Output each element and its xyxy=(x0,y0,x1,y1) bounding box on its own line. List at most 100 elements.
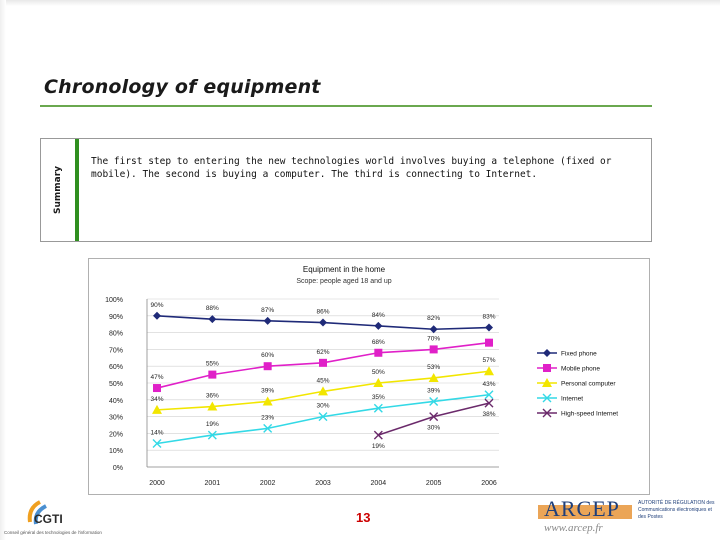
left-rule xyxy=(0,0,6,540)
chart-frame: Equipment in the home Scope: people aged … xyxy=(88,258,650,495)
data-point-diamond xyxy=(543,349,551,357)
cgti-wordmark: CGTI xyxy=(34,512,63,526)
title-underline xyxy=(40,105,652,107)
data-label: 70% xyxy=(427,335,440,342)
y-tick-label: 20% xyxy=(109,431,123,438)
arcep-logo: ARCEP www.arcep.fr AUTORITÉ DE RÉGULATIO… xyxy=(538,496,720,540)
data-label: 86% xyxy=(316,309,329,316)
arcep-orange-band xyxy=(538,505,632,519)
data-point-diamond xyxy=(263,316,272,325)
arcep-wordmark: ARCEP xyxy=(544,496,620,521)
data-label: 30% xyxy=(316,403,329,410)
data-label: 68% xyxy=(372,339,385,346)
y-tick-label: 30% xyxy=(109,415,123,422)
equipment-chart: Equipment in the home Scope: people aged … xyxy=(105,265,618,487)
data-label: 47% xyxy=(150,374,163,381)
y-tick-label: 90% xyxy=(109,314,123,321)
y-tick-label: 70% xyxy=(109,347,123,354)
y-tick-label: 10% xyxy=(109,448,123,455)
data-point-x xyxy=(542,408,552,418)
data-point-square xyxy=(263,362,272,371)
data-label: 50% xyxy=(372,369,385,376)
data-label: 53% xyxy=(427,364,440,371)
data-label: 35% xyxy=(372,394,385,401)
data-label: 43% xyxy=(482,381,495,388)
data-point-triangle xyxy=(152,404,162,414)
data-point-square xyxy=(153,384,161,393)
data-label: 45% xyxy=(316,377,329,384)
summary-tab: Summary xyxy=(41,139,79,241)
data-point-triangle xyxy=(373,378,384,387)
data-point-x xyxy=(318,412,328,422)
data-point-x xyxy=(373,403,383,413)
data-point-triangle xyxy=(542,378,552,387)
legend-label: High-speed Internet xyxy=(561,411,618,418)
cgti-tagline: Conseil général des technologies de l'in… xyxy=(4,530,102,535)
legend-label: Mobile phone xyxy=(561,366,600,373)
data-point-x xyxy=(429,396,439,406)
x-tick-label: 2003 xyxy=(315,480,331,487)
data-point-square xyxy=(319,358,327,367)
data-point-diamond xyxy=(153,311,161,320)
y-tick-label: 50% xyxy=(109,381,123,388)
data-label: 88% xyxy=(206,305,219,312)
page-number: 13 xyxy=(356,510,371,525)
top-rule xyxy=(0,0,720,6)
arcep-url: www.arcep.fr xyxy=(544,522,603,534)
data-label: 34% xyxy=(150,396,163,403)
data-label: 14% xyxy=(150,429,163,436)
data-point-triangle xyxy=(262,396,273,406)
data-point-triangle xyxy=(428,372,439,382)
x-tick-label: 2000 xyxy=(149,480,165,487)
page-title: Chronology of equipment xyxy=(44,76,321,98)
arcep-side-text: AUTORITÉ DE RÉGULATION des Communication… xyxy=(638,500,715,520)
summary-box: Summary The first step to entering the n… xyxy=(40,138,652,242)
legend-label: Fixed phone xyxy=(561,351,597,358)
data-point-square xyxy=(485,338,493,347)
data-point-x xyxy=(542,393,552,403)
data-label: 19% xyxy=(372,443,385,450)
data-point-square xyxy=(374,348,383,357)
data-point-diamond xyxy=(208,315,217,324)
data-point-x xyxy=(484,398,494,408)
data-point-square xyxy=(208,370,217,379)
x-tick-label: 2001 xyxy=(205,480,221,487)
data-point-diamond xyxy=(485,323,493,332)
data-point-x xyxy=(207,430,217,440)
data-label: 87% xyxy=(261,307,274,314)
data-label: 19% xyxy=(206,421,219,428)
data-point-x xyxy=(429,412,439,422)
data-label: 55% xyxy=(206,361,219,368)
data-label: 82% xyxy=(427,315,440,322)
x-tick-label: 2005 xyxy=(426,480,442,487)
data-label: 57% xyxy=(482,357,495,364)
data-point-diamond xyxy=(429,325,438,334)
x-tick-label: 2004 xyxy=(371,480,387,487)
y-tick-label: 40% xyxy=(109,398,123,405)
cgti-emblem-icon xyxy=(27,500,47,525)
data-point-x xyxy=(373,430,383,440)
data-label: 84% xyxy=(372,312,385,319)
data-label: 39% xyxy=(427,387,440,394)
x-tick-label: 2002 xyxy=(260,480,276,487)
y-tick-label: 60% xyxy=(109,364,123,371)
data-point-square xyxy=(543,364,551,372)
cgti-logo: CGTI Conseil général des technologies de… xyxy=(4,498,114,540)
data-label: 62% xyxy=(316,349,329,356)
data-point-x xyxy=(484,390,494,400)
data-point-x xyxy=(263,423,273,433)
data-label: 36% xyxy=(206,393,219,400)
data-point-x xyxy=(152,438,162,448)
data-label: 38% xyxy=(482,411,495,418)
data-label: 60% xyxy=(261,352,274,359)
data-label: 23% xyxy=(261,414,274,421)
x-tick-label: 2006 xyxy=(481,480,497,487)
data-label: 39% xyxy=(261,387,274,394)
y-tick-label: 80% xyxy=(109,331,123,338)
y-tick-label: 0% xyxy=(113,465,123,472)
data-point-diamond xyxy=(319,318,327,327)
data-point-square xyxy=(429,345,438,354)
data-point-diamond xyxy=(374,321,383,330)
chart-title: Equipment in the home xyxy=(303,265,386,274)
data-label: 83% xyxy=(482,314,495,321)
